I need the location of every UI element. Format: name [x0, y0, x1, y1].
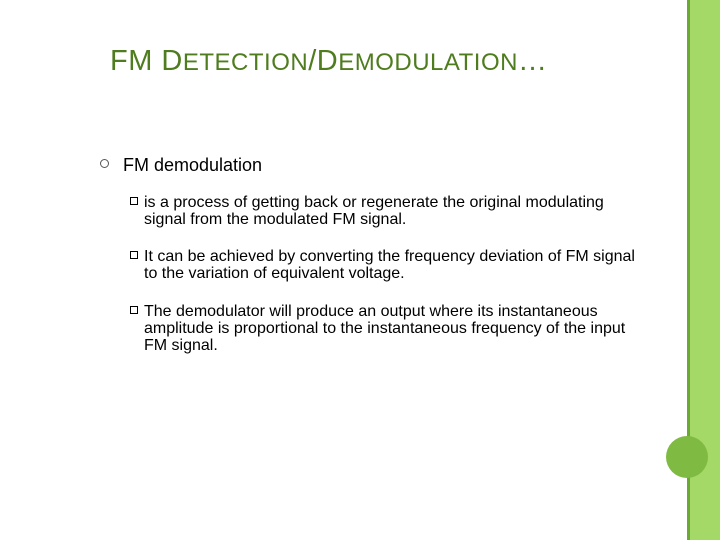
circle-bullet-icon [100, 159, 109, 168]
bullet-level1: FM demodulation [100, 155, 640, 176]
square-bullet-icon [130, 251, 138, 259]
level1-text: FM demodulation [123, 155, 262, 176]
square-bullet-icon [130, 306, 138, 314]
level2-text: The demodulator will produce an output w… [144, 303, 640, 355]
slide-title: FM DETECTION/DEMODULATION… [110, 45, 547, 78]
slide-body: FM demodulation is a process of getting … [100, 155, 640, 375]
level2-text: It can be achieved by converting the fre… [144, 248, 640, 283]
bullet-level2: It can be achieved by converting the fre… [130, 248, 640, 283]
slide: FM DETECTION/DEMODULATION… FM demodulati… [0, 0, 720, 540]
square-bullet-icon [130, 197, 138, 205]
bullet-level2: The demodulator will produce an output w… [130, 303, 640, 355]
accent-dot [666, 436, 708, 478]
level2-text: is a process of getting back or regenera… [144, 194, 640, 229]
bullet-level2: is a process of getting back or regenera… [130, 194, 640, 229]
